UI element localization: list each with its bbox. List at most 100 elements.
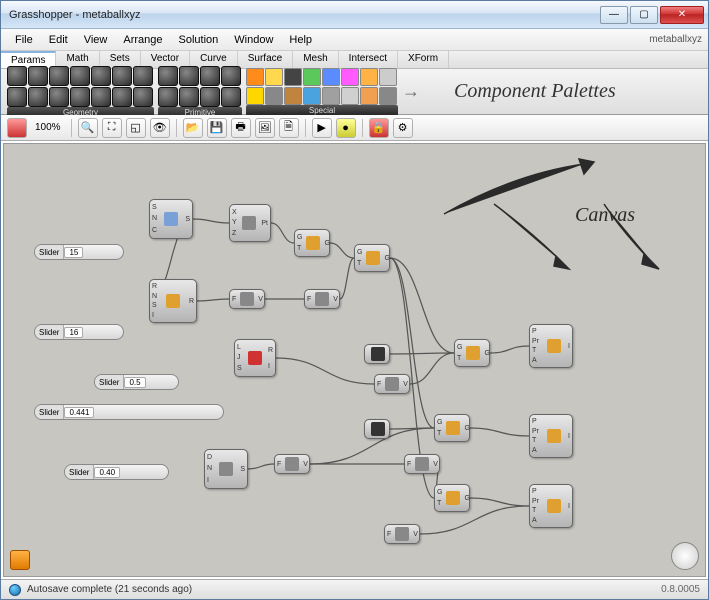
component-icon[interactable] bbox=[379, 87, 397, 105]
component-icon[interactable] bbox=[322, 68, 340, 86]
slider[interactable]: Slider0.441 bbox=[34, 404, 224, 420]
component-icon[interactable] bbox=[112, 87, 132, 107]
component-icon[interactable] bbox=[284, 87, 302, 105]
doc-icon[interactable]: 🗎 bbox=[279, 118, 299, 138]
doc-name: metaballxyz bbox=[649, 34, 702, 45]
component-icon[interactable] bbox=[360, 68, 378, 86]
component-icon[interactable] bbox=[28, 87, 48, 107]
component-icon[interactable] bbox=[303, 68, 321, 86]
menu-window[interactable]: Window bbox=[226, 32, 281, 48]
node[interactable]: GTG bbox=[454, 339, 490, 367]
tab-mesh[interactable]: Mesh bbox=[293, 51, 338, 68]
paint-icon[interactable] bbox=[7, 118, 27, 138]
component-icon[interactable] bbox=[200, 66, 220, 86]
component-icon[interactable] bbox=[246, 87, 264, 105]
play-icon[interactable]: ▶ bbox=[312, 118, 332, 138]
menu-view[interactable]: View bbox=[76, 32, 116, 48]
canvas[interactable]: Canvas SNCSRNSIRXYZPtFVLJSRIGTGFVGTGFVGT… bbox=[3, 143, 706, 577]
node[interactable]: FV bbox=[274, 454, 310, 474]
save-icon[interactable]: 💾 bbox=[207, 118, 227, 138]
eye-icon[interactable]: 👁 bbox=[150, 118, 170, 138]
component-icon[interactable] bbox=[158, 87, 178, 107]
close-button[interactable]: ✕ bbox=[660, 6, 704, 24]
node[interactable]: GTG bbox=[354, 244, 390, 272]
component-icon[interactable] bbox=[91, 66, 111, 86]
lock-icon[interactable]: 🔒 bbox=[369, 118, 389, 138]
node[interactable]: SNCS bbox=[149, 199, 193, 239]
node[interactable]: FV bbox=[374, 374, 410, 394]
component-icon[interactable] bbox=[158, 66, 178, 86]
component-icon[interactable] bbox=[28, 66, 48, 86]
component-icon[interactable] bbox=[322, 87, 340, 105]
component-icon[interactable] bbox=[91, 87, 111, 107]
component-icon[interactable] bbox=[221, 66, 241, 86]
component-icon[interactable] bbox=[179, 66, 199, 86]
tab-xform[interactable]: XForm bbox=[398, 51, 449, 68]
pan-icon[interactable]: ⛶ bbox=[102, 118, 122, 138]
compass-knob[interactable] bbox=[671, 542, 699, 570]
component-icon[interactable] bbox=[379, 68, 397, 86]
component-icon[interactable] bbox=[303, 87, 321, 105]
component-icon[interactable] bbox=[284, 68, 302, 86]
slider[interactable]: Slider15 bbox=[34, 244, 124, 260]
node[interactable]: PPrTAI bbox=[529, 414, 573, 458]
node[interactable]: LJSRI bbox=[234, 339, 276, 377]
node[interactable]: GTG bbox=[294, 229, 330, 257]
menu-help[interactable]: Help bbox=[281, 32, 320, 48]
node[interactable]: FV bbox=[229, 289, 265, 309]
stop-icon[interactable]: ● bbox=[336, 118, 356, 138]
statusbar: Autosave complete (21 seconds ago) 0.8.0… bbox=[1, 579, 708, 599]
slider[interactable]: Slider0.40 bbox=[64, 464, 169, 480]
fit-icon[interactable]: ◱ bbox=[126, 118, 146, 138]
node[interactable]: FV bbox=[384, 524, 420, 544]
tab-surface[interactable]: Surface bbox=[238, 51, 293, 68]
slider[interactable]: Slider16 bbox=[34, 324, 124, 340]
zoom-tool-icon[interactable]: 🔍 bbox=[78, 118, 98, 138]
zoom-value[interactable]: 100% bbox=[31, 122, 65, 133]
component-icon[interactable] bbox=[265, 87, 283, 105]
component-icon[interactable] bbox=[341, 87, 359, 105]
component-icon[interactable] bbox=[246, 68, 264, 86]
node[interactable] bbox=[364, 344, 390, 364]
pref-icon[interactable]: ⚙ bbox=[393, 118, 413, 138]
component-icon[interactable] bbox=[49, 66, 69, 86]
node[interactable]: RNSIR bbox=[149, 279, 197, 323]
node[interactable]: PPrTAI bbox=[529, 324, 573, 368]
open-icon[interactable]: 📂 bbox=[183, 118, 203, 138]
maximize-button[interactable]: ▢ bbox=[630, 6, 658, 24]
component-icon[interactable] bbox=[70, 87, 90, 107]
node[interactable]: FV bbox=[304, 289, 340, 309]
component-icon[interactable] bbox=[7, 66, 27, 86]
component-icon[interactable] bbox=[341, 68, 359, 86]
menu-edit[interactable]: Edit bbox=[41, 32, 76, 48]
component-icon[interactable] bbox=[133, 66, 153, 86]
component-icon[interactable] bbox=[49, 87, 69, 107]
component-icon[interactable] bbox=[133, 87, 153, 107]
tab-intersect[interactable]: Intersect bbox=[339, 51, 398, 68]
component-palettes: GeometryPrimitiveSpecial→Component Palet… bbox=[1, 69, 708, 115]
menu-arrange[interactable]: Arrange bbox=[115, 32, 170, 48]
component-icon[interactable] bbox=[179, 87, 199, 107]
component-icon[interactable] bbox=[360, 87, 378, 105]
node[interactable]: FV bbox=[404, 454, 440, 474]
node[interactable]: XYZPt bbox=[229, 204, 271, 242]
component-icon[interactable] bbox=[221, 87, 241, 107]
node[interactable]: PPrTAI bbox=[529, 484, 573, 528]
grasshopper-icon bbox=[10, 550, 30, 570]
node[interactable]: DNIS bbox=[204, 449, 248, 489]
node[interactable] bbox=[364, 419, 390, 439]
component-icon[interactable] bbox=[70, 66, 90, 86]
scroll-arrow-icon[interactable]: → bbox=[402, 81, 420, 102]
menu-solution[interactable]: Solution bbox=[171, 32, 227, 48]
slider[interactable]: Slider0.5 bbox=[94, 374, 179, 390]
menu-file[interactable]: File bbox=[7, 32, 41, 48]
component-icon[interactable] bbox=[112, 66, 132, 86]
print-icon[interactable]: 🖶 bbox=[231, 118, 251, 138]
node[interactable]: GTG bbox=[434, 414, 470, 442]
image-icon[interactable]: 🖼 bbox=[255, 118, 275, 138]
node[interactable]: GTG bbox=[434, 484, 470, 512]
component-icon[interactable] bbox=[200, 87, 220, 107]
component-icon[interactable] bbox=[265, 68, 283, 86]
minimize-button[interactable]: — bbox=[600, 6, 628, 24]
component-icon[interactable] bbox=[7, 87, 27, 107]
